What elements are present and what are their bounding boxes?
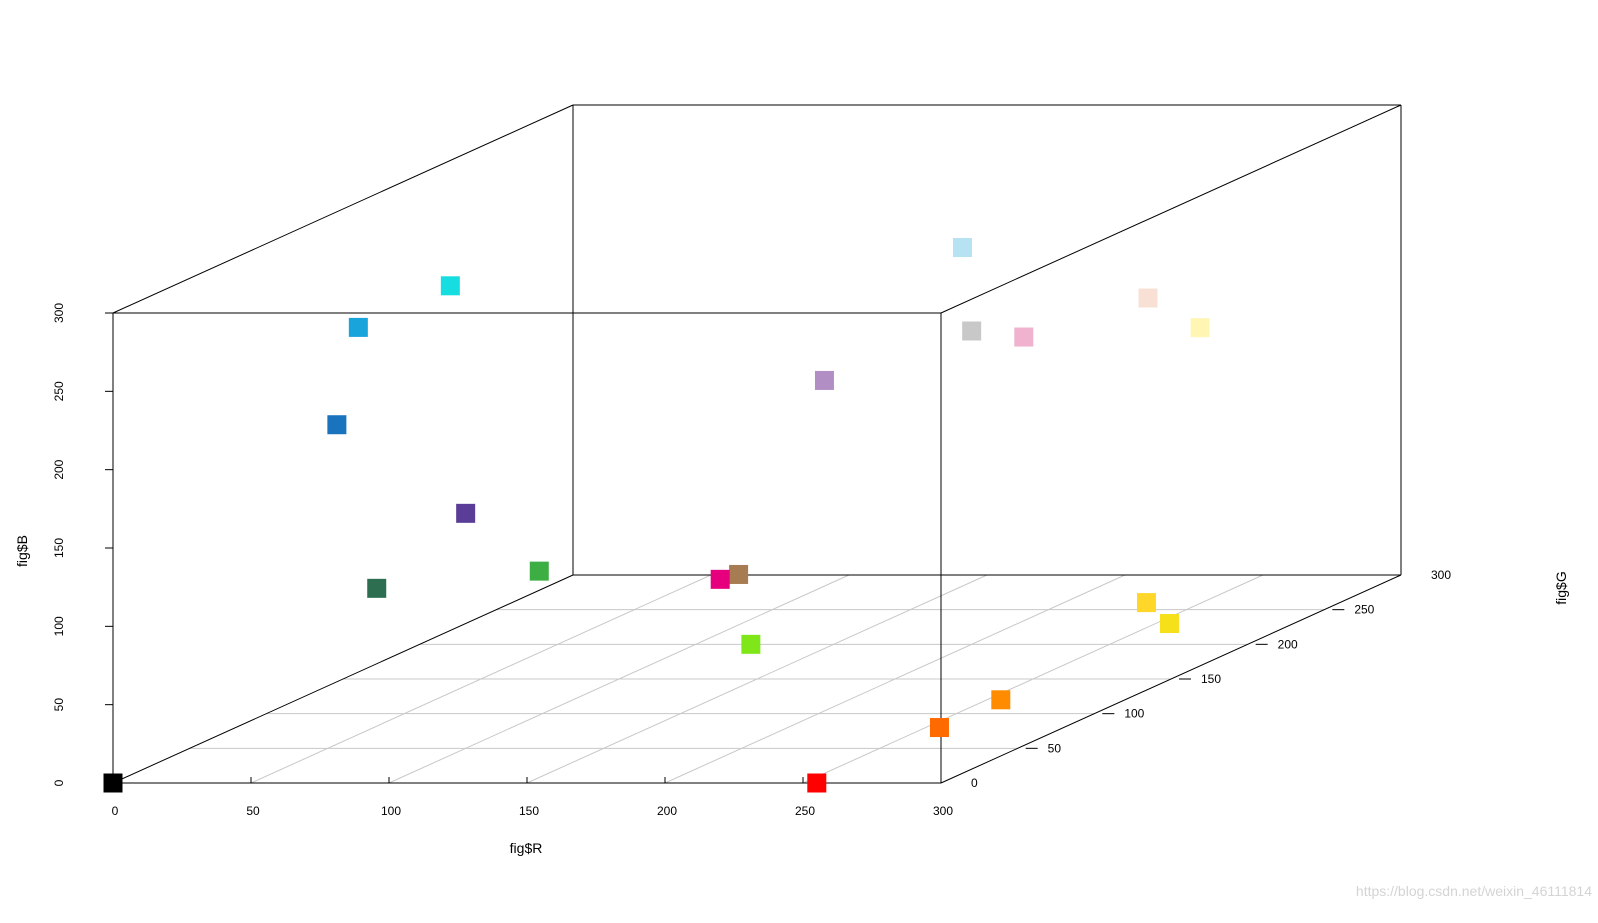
y-tick-label: 200 — [1278, 637, 1298, 651]
data-point — [1138, 288, 1158, 308]
data-point — [952, 238, 972, 258]
x-tick-label: 100 — [381, 804, 401, 818]
box-edge — [940, 574, 1402, 784]
floor-grid — [189, 574, 1325, 784]
axes: 0 50 100 150 200 250 300 0 50 100 150 200 250 300 0 50 1… — [52, 303, 1451, 818]
data-point — [807, 773, 827, 793]
z-tick-label: 250 — [52, 381, 66, 401]
box-edge — [112, 104, 574, 314]
data-point — [929, 718, 949, 738]
data-point — [1014, 327, 1034, 347]
data-point — [327, 415, 347, 435]
data-point — [1190, 318, 1210, 338]
box-edge — [112, 574, 574, 784]
x-tick-label: 50 — [246, 804, 260, 818]
data-point — [710, 569, 730, 589]
z-axis-label: fig$B — [14, 535, 30, 567]
z-tick-label: 0 — [52, 779, 66, 786]
data-point — [440, 276, 460, 296]
z-tick-label: 200 — [52, 459, 66, 479]
z-tick-label: 50 — [52, 698, 66, 712]
x-tick-label: 200 — [657, 804, 677, 818]
data-point — [814, 370, 834, 390]
data-point — [103, 773, 123, 793]
data-point — [962, 321, 982, 341]
data-point — [991, 690, 1011, 710]
data-point — [456, 503, 476, 523]
y-tick-label: 0 — [971, 776, 978, 790]
data-point — [529, 561, 549, 581]
z-tick-label: 100 — [52, 616, 66, 636]
y-axis-label: fig$G — [1553, 571, 1569, 604]
y-tick-label: 300 — [1431, 568, 1451, 582]
y-tick-label: 150 — [1201, 672, 1221, 686]
data-point — [1159, 614, 1179, 634]
data-point — [367, 578, 387, 598]
y-tick-label: 250 — [1354, 603, 1374, 617]
x-tick-label: 300 — [933, 804, 953, 818]
data-point — [348, 317, 368, 337]
y-tick-label: 50 — [1048, 741, 1062, 755]
watermark-text: https://blog.csdn.net/weixin_46111814 — [1355, 883, 1592, 899]
data-point — [741, 634, 761, 654]
box-edge — [940, 104, 1402, 314]
x-tick-label: 150 — [519, 804, 539, 818]
x-tick-label: 0 — [112, 804, 119, 818]
z-tick-label: 150 — [52, 538, 66, 558]
data-point — [1136, 593, 1156, 613]
y-tick-label: 100 — [1124, 707, 1144, 721]
data-point — [729, 564, 749, 584]
x-tick-label: 250 — [795, 804, 815, 818]
x-axis-label: fig$R — [510, 840, 543, 856]
z-tick-label: 300 — [52, 303, 66, 323]
data-points — [103, 238, 1210, 793]
